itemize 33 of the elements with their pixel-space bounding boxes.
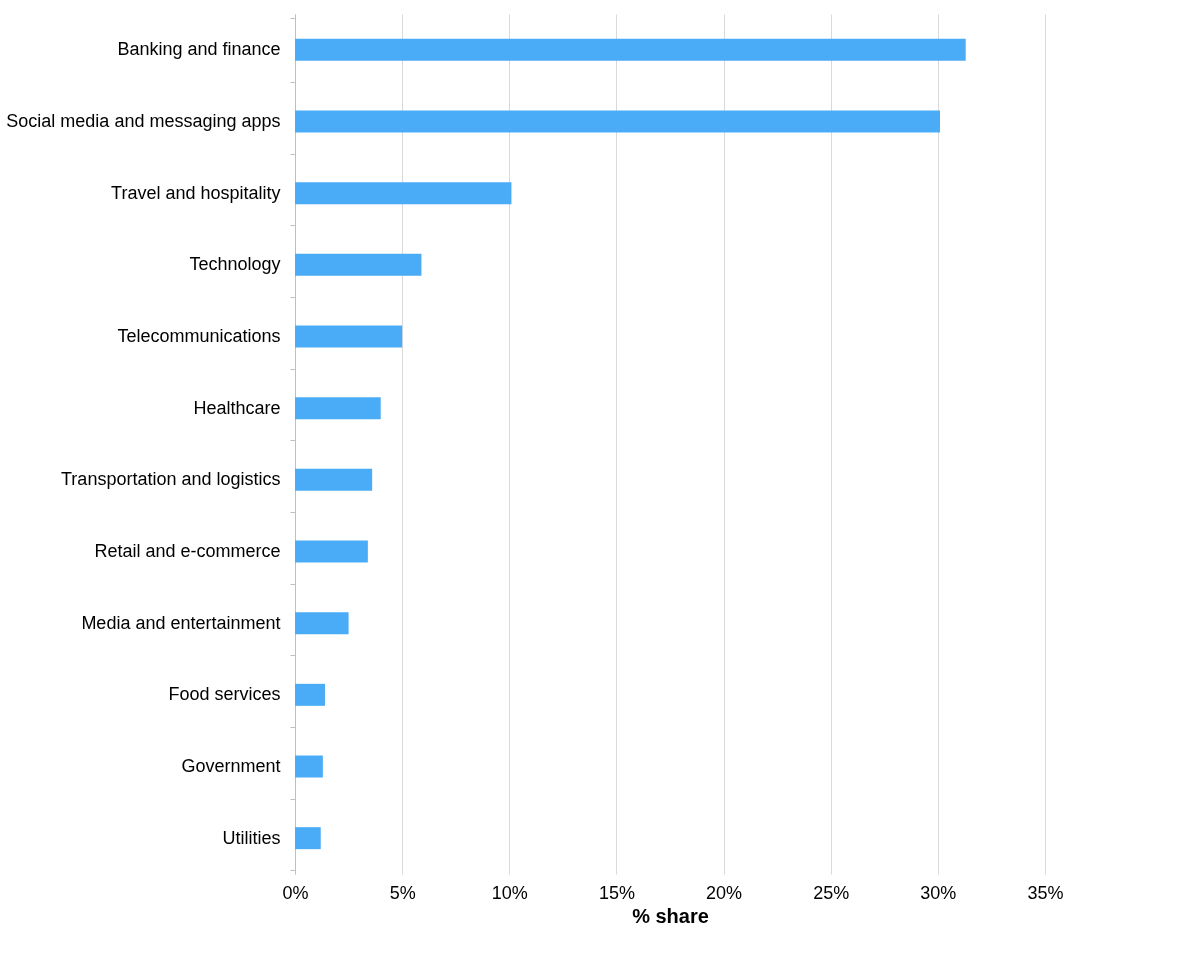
- y-tick-label: Food services: [168, 684, 281, 705]
- y-tick-label: Telecommunications: [117, 326, 281, 346]
- y-tick-label: Media and entertainment: [81, 612, 281, 633]
- y-tick-label: Banking and finance: [117, 39, 281, 60]
- bar: [295, 253, 422, 276]
- x-tick-label: 15%: [598, 882, 635, 903]
- x-tick-label: 30%: [920, 882, 957, 903]
- bar: [295, 110, 940, 133]
- bar: [295, 683, 325, 706]
- y-tick-label: Retail and e-commerce: [94, 541, 281, 561]
- bar: [295, 397, 381, 420]
- y-tick-label: Social media and messaging apps: [6, 111, 281, 131]
- y-tick-label: Healthcare: [193, 397, 281, 418]
- y-tick-label: Utilities: [222, 827, 281, 848]
- x-tick-label: 5%: [389, 882, 416, 903]
- bar: [295, 540, 368, 563]
- x-tick-label: 20%: [706, 882, 743, 903]
- y-tick-label: Transportation and logistics: [61, 469, 281, 490]
- x-tick-label: 25%: [813, 882, 850, 903]
- x-tick-label: 0%: [282, 882, 309, 903]
- bar: [295, 755, 323, 778]
- bar: [295, 325, 403, 348]
- bar: [295, 38, 966, 61]
- bar: [295, 182, 512, 205]
- y-tick-label: Government: [181, 756, 281, 776]
- y-tick-label: Travel and hospitality: [111, 182, 281, 203]
- bar: [295, 468, 373, 491]
- bar: [295, 612, 349, 635]
- bar: [295, 827, 321, 850]
- y-tick-label: Technology: [189, 254, 281, 275]
- x-tick-label: 10%: [491, 882, 528, 903]
- x-axis-title: % share: [632, 904, 709, 927]
- x-tick-label: 35%: [1027, 882, 1064, 903]
